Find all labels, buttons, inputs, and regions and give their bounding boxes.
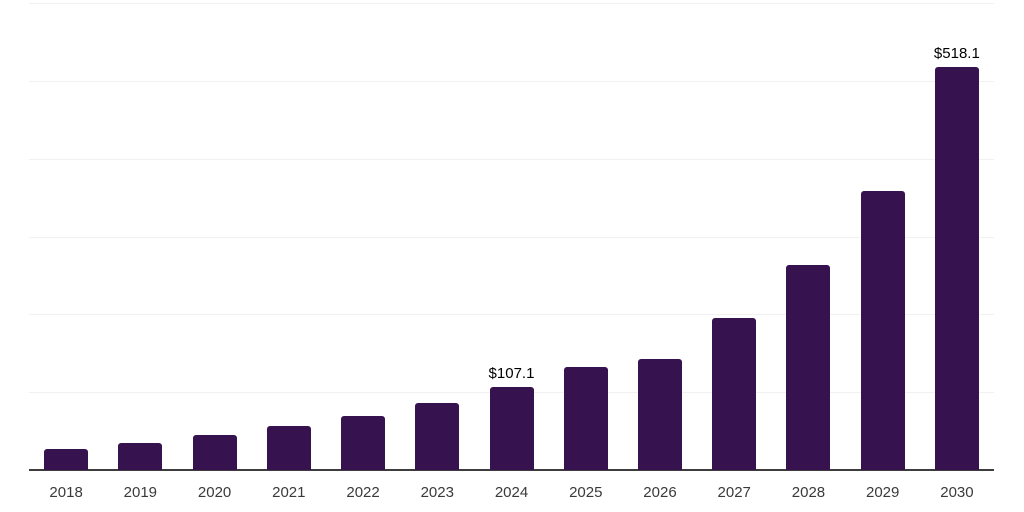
bar-2021 [266,426,311,470]
bar-2018 [44,448,89,470]
bar-2024 [489,386,534,470]
bar-2027 [712,318,757,470]
gridline-600 [29,3,994,4]
x-tick-label-2026: 2026 [643,484,677,501]
bar-2028 [786,264,831,470]
bar-2025 [563,367,608,470]
x-axis-line [29,469,994,471]
x-axis-tick-labels: 2018 2019 2020 2021 2022 2023 2024 2025 2026 2027… [29,484,994,501]
plot-area: $107.1 $518.1 [29,3,994,471]
gridline-500 [29,80,994,82]
x-tick-label-2019: 2019 [123,484,158,501]
gridline-300 [29,236,994,238]
x-tick-label-2024: 2024 [494,484,529,501]
gridline-400 [29,158,994,160]
bar-2026 [637,359,682,470]
gridline-200 [29,314,994,316]
x-tick-label-2030: 2030 [940,484,974,501]
data-label-2024: $107.1 [488,364,535,382]
x-tick-label-2020: 2020 [197,484,232,501]
x-tick-label-2029: 2029 [866,484,900,501]
x-tick-label-2023: 2023 [420,484,454,501]
x-tick-label-2027: 2027 [717,484,751,501]
x-tick-label-2022: 2022 [346,484,380,501]
data-label-2030: $518.1 [933,44,980,62]
bar-2020 [192,435,237,470]
bar-2030 [934,66,979,470]
x-tick-label-2028: 2028 [791,484,826,501]
bar-2029 [860,191,905,470]
bar-2019 [118,442,163,470]
x-tick-label-2018: 2018 [49,484,83,501]
x-tick-label-2025: 2025 [569,484,603,501]
bar-2023 [415,402,460,470]
bar-2022 [341,416,386,470]
x-tick-label-2021: 2021 [272,484,306,501]
